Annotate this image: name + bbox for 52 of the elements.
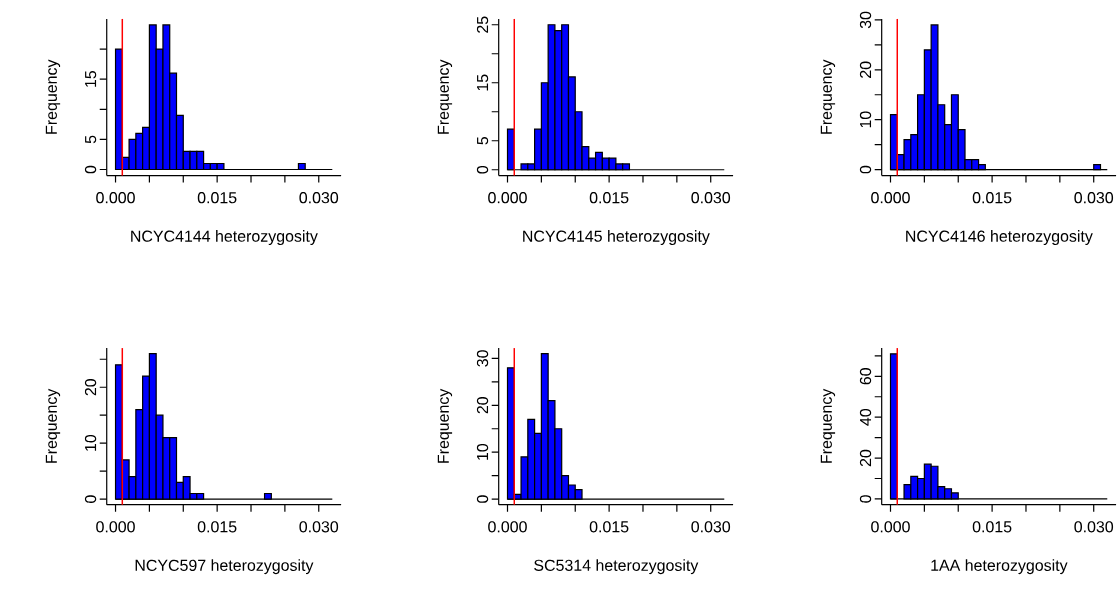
y-tick-label: 0 [476,495,489,503]
y-tick-label: 10 [859,111,872,128]
x-tick-label: 0.000 [96,191,135,204]
y-tick-label: 10 [84,434,97,451]
y-tick-label: 20 [859,449,872,466]
y-tick-label: 5 [85,135,97,143]
x-tick-label: 0.030 [691,520,731,533]
x-tick-label: 0.000 [488,520,527,533]
x-tick-label: 0.015 [972,191,1012,204]
y-axis-title: Frequency [45,388,61,463]
x-tick-label: 0.030 [1074,191,1114,204]
x-tick-label: 0.015 [589,520,629,533]
y-axis-title: Frequency [45,59,61,134]
y-axis-title: Frequency [437,59,453,134]
y-tick-label: 40 [859,408,872,426]
x-axis-title: NCYC597 heterozygosity [135,559,314,574]
x-tick-label: 0.015 [197,520,237,533]
y-tick-label: 20 [859,61,872,78]
x-axis-title: SC5314 heterozygosity [534,559,699,574]
y-tick-label: 0 [859,165,872,174]
x-tick-label: 0.000 [488,191,527,204]
y-tick-label: 15 [477,74,489,91]
y-tick-label: 10 [476,443,489,460]
y-tick-label: 30 [859,11,872,29]
x-tick-label: 0.015 [197,191,237,204]
x-tick-label: 0.030 [299,191,339,204]
x-axis-title: NCYC4146 heterozygosity [906,229,1093,245]
x-axis-title: 1AA heterozygosity [931,559,1068,574]
x-tick-label: 0.000 [871,520,910,533]
x-tick-label: 0.030 [299,520,339,533]
y-tick-label: 0 [859,494,872,503]
y-tick-label: 0 [84,165,97,174]
y-tick-label: 15 [85,70,97,87]
y-tick-label: 5 [477,136,489,145]
y-tick-label: 20 [84,378,97,396]
x-tick-label: 0.015 [589,191,629,204]
y-axis-title: Frequency [820,59,836,134]
x-tick-label: 0.030 [1074,520,1114,533]
y-tick-label: 0 [84,495,97,503]
y-tick-label: 30 [476,349,489,367]
y-tick-label: 25 [476,16,489,33]
x-axis-title: NCYC4144 heterozygosity [131,229,318,245]
x-tick-label: 0.000 [871,191,910,204]
y-tick-label: 60 [859,367,872,385]
y-tick-label: 0 [476,165,489,174]
x-tick-label: 0.000 [96,520,135,533]
x-tick-label: 0.030 [691,191,731,204]
x-tick-label: 0.015 [972,520,1012,533]
y-axis-title: Frequency [820,388,836,463]
y-axis-title: Frequency [437,388,453,463]
x-axis-title: NCYC4145 heterozygosity [523,229,710,245]
y-tick-label: 20 [476,396,489,414]
